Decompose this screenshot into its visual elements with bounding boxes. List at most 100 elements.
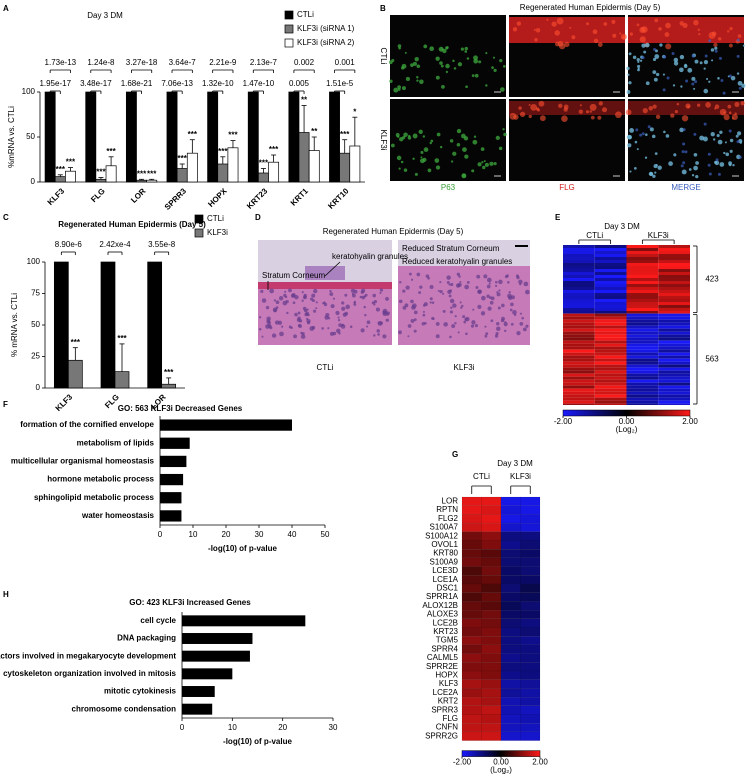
nucleus: [460, 47, 464, 51]
colorbar-unit: (Log₂): [490, 766, 512, 774]
heatmap-cell: [500, 592, 521, 602]
heatmap-cell: [500, 566, 521, 576]
row-label: FLG2: [438, 514, 459, 523]
dapi: [704, 54, 708, 58]
bar: [329, 91, 340, 183]
heatmap-stripe: [626, 308, 659, 311]
nucleus: [703, 67, 706, 70]
heatmap-stripe: [658, 281, 690, 284]
nucleus: [471, 74, 475, 78]
dapi: [736, 140, 740, 144]
nucleus: [416, 76, 419, 79]
nucleus: [499, 58, 503, 63]
flg-speck: [558, 103, 563, 109]
heatmap-cell: [461, 583, 482, 593]
row-label: LCE2A: [433, 688, 459, 697]
panel-letter: E: [555, 213, 561, 222]
heatmap-stripe: [626, 379, 659, 383]
heatmap-cell: [461, 636, 482, 646]
nucleus: [464, 317, 468, 321]
heatmap-stripe: [563, 296, 595, 299]
heatmap-stripe: [626, 349, 659, 353]
p-value: 7.06e-13: [161, 79, 193, 88]
heatmap-stripe: [563, 281, 595, 284]
nucleus: [510, 322, 514, 326]
nucleus: [439, 289, 443, 294]
nucleus: [474, 73, 479, 78]
group-label: KLF3i: [510, 472, 531, 481]
bar: [349, 145, 361, 183]
nucleus: [655, 72, 660, 77]
heatmap-stripe: [658, 364, 690, 368]
flg-speck: [664, 32, 670, 37]
dapi: [641, 56, 645, 60]
heatmap-cell: [481, 557, 502, 567]
nucleus: [429, 297, 433, 301]
nucleus: [435, 56, 440, 61]
x-tick-label: 0: [158, 530, 163, 539]
nucleus: [498, 279, 503, 285]
heatmap-cell: [520, 514, 541, 524]
bar: [65, 170, 76, 183]
nucleus: [260, 289, 264, 294]
y-tick-label: 50: [31, 320, 40, 329]
error-bar: [179, 163, 185, 169]
nucleus: [450, 306, 453, 309]
heatmap-cell: [481, 522, 502, 532]
heatmap-stripe: [658, 278, 690, 281]
nucleus: [423, 44, 428, 49]
flg-speck: [530, 103, 538, 111]
significance-stars: **: [311, 127, 318, 136]
nucleus: [695, 161, 699, 165]
nucleus: [470, 324, 475, 328]
heatmap-stripe: [658, 316, 690, 320]
heatmap-stripe: [594, 284, 627, 287]
x-tick-label: 10: [228, 723, 237, 732]
row-label: OVOL1: [431, 540, 458, 549]
nucleus: [665, 134, 670, 138]
flg-speck: [585, 110, 590, 114]
row-label: RPTN: [436, 505, 458, 514]
heatmap-stripe: [626, 251, 659, 254]
nucleus: [719, 162, 725, 167]
category-label: metabolism of lipids: [77, 438, 155, 447]
heatmap-stripe: [563, 302, 595, 305]
flg-speck: [705, 102, 711, 108]
nucleus: [363, 305, 366, 309]
heatmap-cell: [461, 723, 482, 733]
nucleus: [445, 70, 449, 74]
category-label: water homeostasis: [81, 511, 155, 520]
heatmap-stripe: [563, 245, 595, 248]
nucleus: [279, 331, 284, 337]
bar: [136, 179, 147, 183]
heatmap-cell: [481, 696, 502, 706]
nucleus: [708, 80, 711, 83]
heatmap-stripe: [658, 284, 690, 287]
heatmap-cell: [461, 731, 482, 741]
heatmap-stripe: [626, 352, 659, 356]
heatmap-stripe: [626, 385, 659, 389]
x-tick-label: 30: [329, 723, 338, 732]
flg-speck: [619, 32, 622, 35]
nucleus: [629, 128, 635, 133]
nucleus: [375, 307, 380, 312]
nucleus: [679, 127, 684, 133]
nucleus: [636, 148, 639, 151]
heatmap-cell: [500, 601, 521, 611]
nucleus: [297, 324, 301, 328]
heatmap-stripe: [563, 349, 595, 353]
x-tick-label: KLF3: [46, 186, 67, 207]
nucleus: [401, 66, 405, 70]
nucleus: [338, 323, 343, 328]
heatmap-stripe: [594, 367, 627, 371]
nucleus: [735, 134, 739, 138]
bar: [182, 703, 213, 715]
nucleus: [364, 313, 367, 317]
heatmap-stripe: [563, 284, 595, 287]
nucleus: [462, 147, 467, 152]
nucleus: [429, 46, 435, 52]
dapi: [728, 74, 732, 78]
heatmap-cell: [481, 601, 502, 611]
y-axis-label: % mRNA vs. CTLi: [10, 293, 19, 357]
nucleus: [493, 162, 497, 166]
